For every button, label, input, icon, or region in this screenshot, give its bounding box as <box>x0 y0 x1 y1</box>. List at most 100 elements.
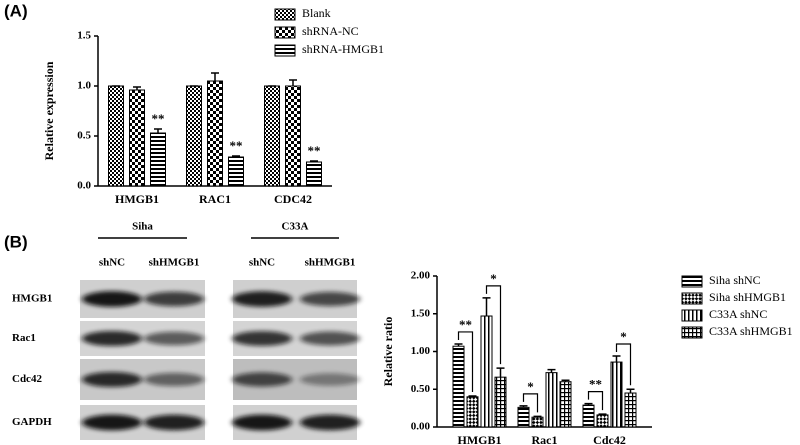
significance: ** <box>459 317 472 332</box>
bar <box>531 416 544 428</box>
legend-swatch <box>681 275 703 288</box>
panel-label: (B) <box>4 232 28 251</box>
bar <box>596 414 609 428</box>
y-axis-label: Relative ratio <box>381 317 395 387</box>
x-tick-label: Rac1 <box>532 433 558 445</box>
blot-band <box>82 330 142 347</box>
bar <box>582 404 595 428</box>
blot-band <box>232 414 292 431</box>
y-tick-label: 0.00 <box>411 421 431 433</box>
blot-lane-label: shNC <box>99 257 125 269</box>
y-tick-label: 1.00 <box>411 345 431 357</box>
y-tick-label: 1.5 <box>77 30 91 42</box>
bar <box>624 392 637 428</box>
blot-band <box>82 371 142 388</box>
error-bar <box>133 86 141 90</box>
blot-band <box>300 291 360 307</box>
western-blot: Siha C33A shNC shHMGB1 shNC shHMGB1 HMGB1 Rac1 C… <box>12 221 360 440</box>
blot-lane-label: shHMGB1 <box>149 257 200 269</box>
significance: ** <box>308 143 321 158</box>
legend-label: Siha shNC <box>709 273 761 287</box>
y-tick-label: 0.5 <box>77 130 91 142</box>
bar <box>285 85 301 187</box>
y-tick-label: 2.00 <box>411 270 431 282</box>
blot-band <box>144 414 204 431</box>
legend-label: C33A shNC <box>709 307 767 321</box>
significance-bracket <box>457 331 474 393</box>
error-bar <box>289 79 297 86</box>
legend-swatch <box>274 44 296 57</box>
bar <box>466 396 479 428</box>
blot-row-label: Cdc42 <box>12 373 42 385</box>
error-bar <box>468 395 477 397</box>
x-tick-label: HMGB1 <box>458 433 502 445</box>
legend-label: shRNA-HMGB1 <box>302 42 384 56</box>
legend-swatch <box>681 292 703 305</box>
blot-lane-label: shNC <box>249 257 275 269</box>
blot-band <box>82 291 142 307</box>
y-tick-label: 1.0 <box>77 80 91 92</box>
x-tick-label: CDC42 <box>274 192 312 206</box>
error-bar <box>519 405 528 408</box>
bar <box>559 381 572 428</box>
error-bar <box>598 413 607 415</box>
significance: ** <box>589 377 602 392</box>
legend-swatch <box>681 326 703 339</box>
significance-bracket <box>522 393 539 413</box>
significance: * <box>490 271 497 286</box>
legend-label: Blank <box>302 6 331 20</box>
blot-band <box>300 331 360 346</box>
blot-lane-label: shHMGB1 <box>305 257 356 269</box>
bar <box>452 345 465 428</box>
error-bar <box>454 343 463 347</box>
error-bar <box>561 379 570 382</box>
blot-band <box>300 373 360 386</box>
significance-bracket <box>485 285 502 365</box>
legend-swatch <box>274 26 296 39</box>
blot-row-label: HMGB1 <box>12 293 52 305</box>
bar <box>129 89 145 187</box>
bar <box>480 315 493 428</box>
x-tick-label: RAC1 <box>199 192 231 206</box>
error-bar <box>154 128 162 133</box>
blot-row-label: GAPDH <box>12 416 52 428</box>
y-axis-label: Relative expression <box>42 61 56 160</box>
error-bar <box>310 160 318 162</box>
bar <box>108 85 124 187</box>
blot-band <box>144 331 204 346</box>
blot-group-label: C33A <box>282 221 309 233</box>
bar <box>150 132 166 187</box>
legend-swatch <box>274 8 296 21</box>
blot-band <box>82 414 142 431</box>
bar <box>186 85 202 187</box>
significance: ** <box>230 138 243 153</box>
error-bar <box>584 402 593 406</box>
blot-band <box>144 372 204 387</box>
significance: ** <box>152 111 165 126</box>
bar <box>494 376 507 428</box>
error-bar <box>482 297 491 317</box>
bar <box>228 156 244 187</box>
y-tick-label: 1.50 <box>411 307 431 319</box>
significance: * <box>527 379 534 394</box>
error-bar <box>533 415 542 418</box>
legend-label: C33A shHMGB1 <box>709 324 793 338</box>
blot-band <box>232 331 292 346</box>
legend-label: shRNA-NC <box>302 24 359 38</box>
error-bar <box>496 367 505 378</box>
blot-band <box>232 372 292 387</box>
blot-row-label: Rac1 <box>12 332 36 344</box>
error-bar <box>626 388 635 394</box>
error-bar <box>232 155 240 157</box>
blot-band <box>144 291 204 307</box>
legend-swatch <box>681 309 703 322</box>
significance: * <box>620 329 627 344</box>
error-bar <box>211 72 219 81</box>
error-bar <box>612 355 621 363</box>
legend-label: Siha shHMGB1 <box>709 290 786 304</box>
significance-bracket <box>615 343 632 386</box>
panel-label: (A) <box>4 1 28 20</box>
bar <box>306 161 322 187</box>
blot-band <box>232 291 292 307</box>
